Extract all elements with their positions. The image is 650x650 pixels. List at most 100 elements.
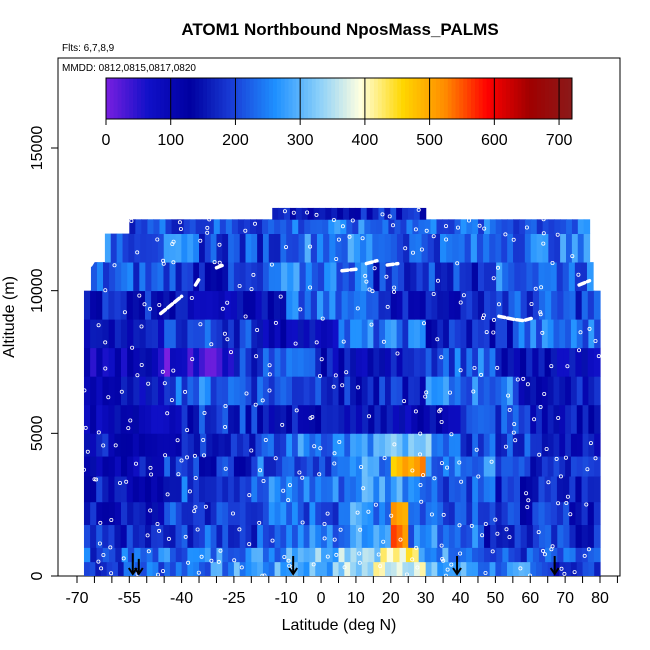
sample-dot — [278, 294, 283, 299]
heatmap-cell — [477, 561, 485, 576]
colorbar-swatch — [133, 78, 138, 119]
heatmap-cell — [582, 456, 589, 477]
heatmap-cell — [355, 561, 363, 576]
heatmap-cell — [212, 290, 220, 320]
heatmap-cell — [526, 347, 533, 377]
sample-dot — [128, 418, 133, 423]
heatmap-cell — [245, 319, 252, 349]
sample-dot — [355, 306, 360, 311]
sample-dot — [461, 293, 466, 298]
heatmap-cell — [508, 524, 516, 548]
sample-dot — [444, 237, 449, 242]
heatmap-cell — [568, 262, 576, 292]
heatmap-cell — [342, 262, 350, 292]
heatmap-cell — [553, 433, 560, 457]
heatmap-cell — [460, 376, 467, 406]
heatmap-cell — [495, 501, 503, 526]
heatmap-cell — [206, 290, 213, 320]
heatmap-cell — [353, 233, 361, 263]
heatmap-cell — [460, 524, 467, 548]
heatmap-cell — [472, 404, 479, 434]
heatmap-cell — [164, 547, 171, 563]
colorbar-swatch — [331, 78, 336, 119]
sample-dot — [270, 538, 275, 543]
heatmap-cell — [501, 319, 508, 349]
heatmap-cell — [120, 319, 128, 349]
heatmap-cell — [466, 290, 473, 320]
heatmap-cell — [551, 524, 558, 548]
colorbar-swatch — [261, 78, 266, 119]
heatmap-cell — [145, 501, 153, 526]
flight-track — [214, 263, 226, 270]
heatmap-cell — [210, 561, 218, 576]
sample-dot — [228, 350, 233, 355]
heatmap-cell — [114, 290, 122, 320]
heatmap-cell — [350, 501, 357, 526]
heatmap-cell — [243, 290, 250, 320]
arrow-head — [133, 567, 144, 576]
heatmap-cell — [547, 404, 555, 434]
heatmap-cell — [472, 347, 479, 377]
heatmap-cell — [274, 319, 281, 349]
sample-dot — [98, 520, 103, 525]
heatmap-cell — [151, 290, 158, 320]
heatmap-cell — [448, 501, 456, 526]
heatmap-cell — [588, 561, 595, 576]
heatmap-cell — [145, 347, 153, 377]
heatmap-cell — [575, 476, 583, 503]
heatmap-cell — [575, 290, 583, 320]
heatmap-cell — [304, 233, 312, 263]
heatmap-cell — [127, 319, 134, 349]
heatmap-cell — [133, 501, 141, 526]
heatmap-cell — [440, 233, 447, 263]
colorbar-swatch — [451, 78, 456, 119]
heatmap-cell — [257, 262, 264, 292]
heatmap-cell — [193, 233, 200, 263]
heatmap-cell — [563, 347, 570, 377]
heatmap-cell — [210, 347, 218, 377]
heatmap-cell — [581, 547, 589, 563]
heatmap-cell — [317, 262, 325, 292]
heatmap-cell — [378, 290, 386, 320]
heatmap-cell — [303, 376, 311, 406]
heatmap-cell — [402, 456, 409, 477]
heatmap-cell — [425, 501, 433, 526]
colorbar-swatch — [191, 78, 196, 119]
heatmap-cell — [425, 290, 433, 320]
colorbar-swatch — [389, 78, 394, 119]
sample-dot — [340, 383, 345, 388]
heatmap-cell — [489, 433, 496, 457]
heatmap-cell — [570, 433, 578, 457]
heatmap-cell — [354, 207, 362, 220]
heatmap-cell — [102, 524, 109, 548]
sample-dot — [413, 409, 418, 414]
heatmap-cell — [554, 219, 561, 234]
heatmap-cell — [520, 476, 527, 503]
heatmap-cell — [292, 524, 299, 548]
heatmap-cell — [448, 319, 456, 349]
heatmap-cell — [134, 547, 142, 563]
heatmap-cell — [526, 476, 533, 503]
heatmap-cell — [563, 476, 570, 503]
heatmap-cell — [309, 376, 316, 406]
heatmap-cell — [83, 547, 91, 563]
colorbar-swatch — [183, 78, 189, 119]
x-tick-label: 30 — [417, 590, 435, 607]
heatmap-cell — [565, 433, 572, 457]
heatmap-cell — [204, 547, 212, 563]
heatmap-cell — [465, 262, 473, 292]
heatmap-cell — [321, 376, 328, 406]
sample-dot — [538, 312, 543, 317]
heatmap-cell — [181, 404, 189, 434]
heatmap-cell — [530, 433, 537, 457]
colorbar-swatch — [152, 78, 157, 119]
heatmap-cell — [239, 476, 247, 503]
sample-dot — [370, 289, 375, 294]
heatmap-cell — [530, 219, 538, 234]
colorbar-swatch — [358, 78, 363, 119]
sample-dot — [247, 493, 252, 498]
heatmap-cell — [181, 476, 189, 503]
sample-dot — [410, 468, 415, 473]
heatmap-cell — [249, 290, 257, 320]
heatmap-cell — [350, 319, 357, 349]
